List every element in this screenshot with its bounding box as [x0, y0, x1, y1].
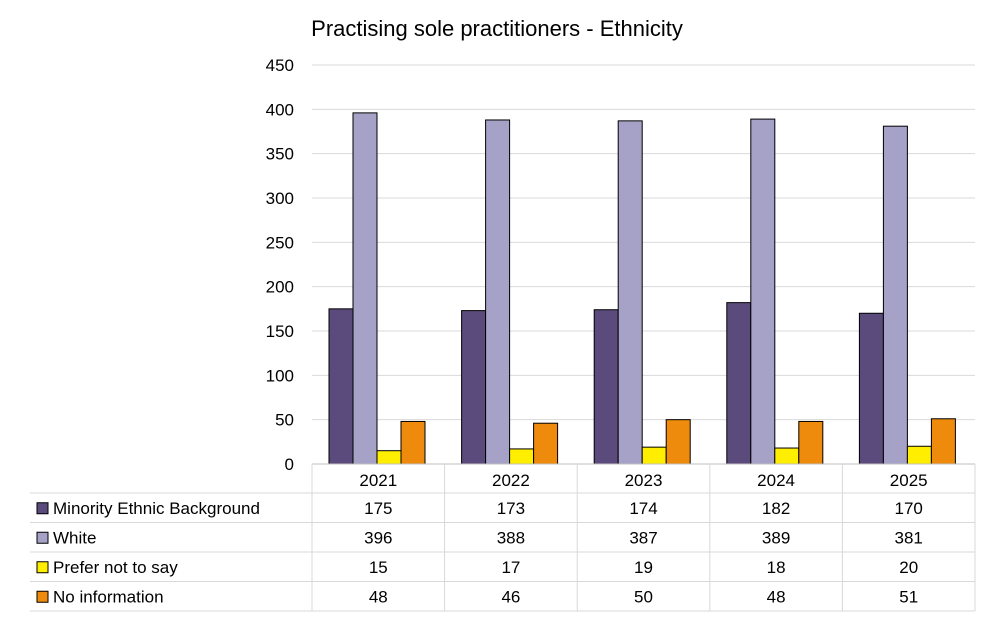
- bar-5-series-1: [858, 312, 884, 465]
- data-label: 48: [369, 587, 388, 606]
- bar-2-series-1: [461, 310, 487, 465]
- data-label: 20: [899, 558, 918, 577]
- x-tick-label: 2022: [492, 471, 530, 490]
- data-label: 50: [634, 587, 653, 606]
- legend-label-series-3: Prefer not to say: [53, 558, 178, 577]
- legend-label-series-2: White: [53, 528, 96, 547]
- y-tick-label: 450: [266, 56, 294, 75]
- bar-5-series-3: [906, 445, 932, 465]
- bar-3-series-4: [665, 419, 691, 465]
- y-tick-label: 350: [266, 145, 294, 164]
- data-label: 15: [369, 558, 388, 577]
- bar-1-series-2: [352, 112, 378, 465]
- y-tick-label: 400: [266, 100, 294, 119]
- data-label: 396: [364, 528, 392, 547]
- gridlines: [312, 64, 975, 421]
- bar-1-series-1: [328, 308, 354, 465]
- data-label: 170: [895, 499, 923, 518]
- bar-1-series-4: [400, 420, 426, 465]
- legend-swatch-series-1: [36, 502, 49, 515]
- data-label: 389: [762, 528, 790, 547]
- data-label: 19: [634, 558, 653, 577]
- legend-label-series-4: No information: [53, 587, 164, 606]
- bar-4-series-2: [750, 118, 776, 465]
- bar-3-series-3: [641, 446, 667, 465]
- x-tick-label: 2021: [359, 471, 397, 490]
- y-tick-label: 50: [275, 411, 294, 430]
- data-label: 381: [895, 528, 923, 547]
- bars: [328, 112, 956, 465]
- y-tick-label: 200: [266, 278, 294, 297]
- legend-swatch-series-4: [36, 590, 49, 603]
- data-label: 17: [501, 558, 520, 577]
- bar-1-series-3: [376, 450, 402, 465]
- data-table: 2021 2022 2023 2024 2025 Minority Ethnic Back…: [30, 464, 976, 612]
- bar-2-series-2: [485, 119, 511, 465]
- data-label: 388: [497, 528, 525, 547]
- y-tick-label: 100: [266, 366, 294, 385]
- y-tick-label: 150: [266, 322, 294, 341]
- bar-4-series-4: [798, 420, 824, 465]
- data-label: 175: [364, 499, 392, 518]
- chart-title: Practising sole practitioners - Ethnicit…: [311, 16, 683, 41]
- data-label: 182: [762, 499, 790, 518]
- data-label: 174: [629, 499, 657, 518]
- y-tick-label: 300: [266, 189, 294, 208]
- bar-4-series-1: [726, 302, 752, 465]
- legend-swatch-series-3: [36, 561, 49, 574]
- bar-3-series-2: [617, 120, 643, 465]
- x-tick-label: 2025: [890, 471, 928, 490]
- x-tick-label: 2023: [625, 471, 663, 490]
- bar-2-series-3: [509, 448, 535, 465]
- bar-2-series-4: [533, 422, 559, 465]
- bar-4-series-3: [774, 447, 800, 465]
- y-tick-label: 0: [285, 455, 294, 474]
- data-label: 387: [629, 528, 657, 547]
- y-tick-label: 250: [266, 233, 294, 252]
- bar-3-series-1: [593, 309, 619, 465]
- data-label: 51: [899, 587, 918, 606]
- x-tick-label: 2024: [757, 471, 795, 490]
- data-label: 48: [767, 587, 786, 606]
- legend-label-series-1: Minority Ethnic Background: [53, 499, 260, 518]
- bar-5-series-2: [882, 125, 908, 465]
- data-label: 18: [767, 558, 786, 577]
- data-label: 173: [497, 499, 525, 518]
- y-axis: 0 50 100 150 200 250 300 350 400 450: [266, 56, 294, 474]
- legend-swatch-series-2: [36, 531, 49, 544]
- bar-5-series-4: [930, 418, 956, 465]
- data-label: 46: [501, 587, 520, 606]
